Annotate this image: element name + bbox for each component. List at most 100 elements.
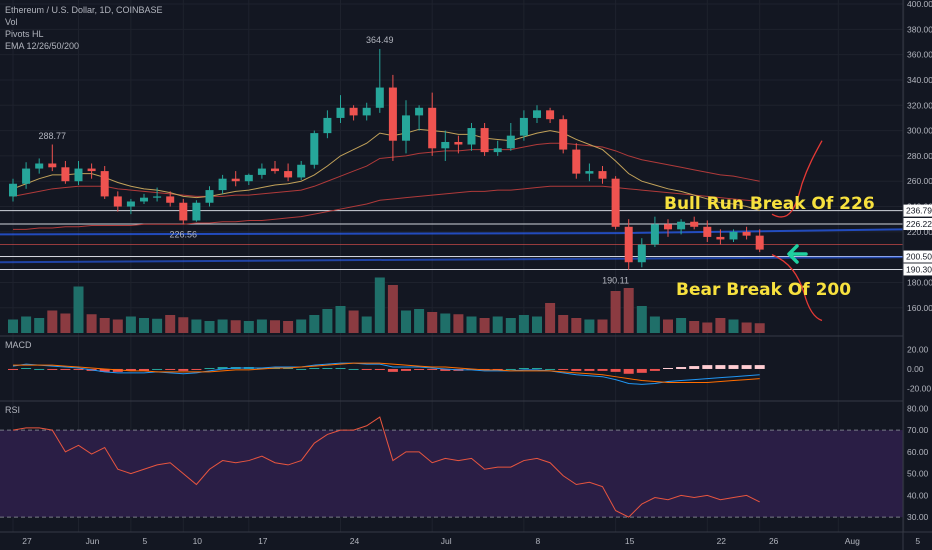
rsi-band: [0, 430, 903, 518]
macd-hist-bar-44: [584, 368, 595, 371]
macd-hist-bar-1: [21, 368, 32, 369]
volume-bar-51: [676, 318, 687, 333]
candle-body-0: [9, 183, 17, 197]
time-tick-3: 10: [193, 536, 203, 546]
macd-hist-bar-40: [532, 368, 542, 369]
macd-pane: [8, 362, 765, 385]
price-tick-2: 360.00: [907, 50, 932, 60]
volume-bar-35: [466, 316, 477, 333]
bull-annotation: Bull Run Break Of 226: [664, 194, 875, 214]
volume-bar-1: [21, 316, 32, 333]
rsi-label: RSI: [5, 405, 20, 415]
volume-bar-54: [715, 318, 726, 333]
volume-bar-26: [348, 310, 359, 333]
volume-bar-17: [230, 320, 241, 333]
candle-body-32: [428, 107, 437, 149]
macd-signal-line: [13, 362, 760, 383]
chart-title: Ethereum / U.S. Dollar, 1D, COINBASE: [5, 5, 163, 15]
macd-hist-bar-2: [34, 368, 45, 370]
price-tag-2: 200.50: [906, 252, 932, 262]
candle-body-28: [375, 87, 384, 108]
volume-bar-56: [741, 322, 752, 333]
macd-hist-bar-32: [427, 368, 438, 370]
candle-body-12: [166, 196, 175, 203]
volume-bar-6: [86, 314, 97, 333]
time-tick-1: Jun: [86, 536, 100, 546]
volume-bar-24: [322, 309, 333, 333]
volume-bar-27: [361, 316, 372, 333]
price-tag-3: 190.30: [906, 264, 932, 274]
volume-bar-55: [728, 319, 739, 333]
macd-hist-bar-55: [728, 365, 739, 369]
volume-bar-5: [73, 286, 84, 333]
pivot-label-0: 288.77: [39, 131, 67, 141]
macd-hist-bar-48: [636, 368, 647, 373]
macd-hist-bar-22: [296, 368, 307, 370]
time-axis[interactable]: 27 Jun 5 10 17 24 Jul 8 15 22 26 Aug 5: [0, 531, 932, 546]
time-tick-6: Jul: [441, 536, 452, 546]
macd-hist-bar-47: [623, 368, 634, 374]
macd-hist-bar-39: [518, 368, 529, 369]
pivot-label-3: 190.11: [602, 276, 629, 286]
volume-bar-31: [414, 309, 425, 333]
rsi-tick-1: 70.00: [907, 425, 929, 435]
volume-bar-42: [558, 315, 569, 333]
macd-hist-bar-24: [322, 368, 333, 369]
indicator-vol: Vol: [5, 17, 18, 27]
candle-body-14: [192, 202, 201, 221]
ema-200-line: [13, 185, 760, 230]
candle-body-37: [493, 148, 502, 153]
macd-hist-bar-28: [374, 368, 385, 370]
macd-hist-bar-46: [610, 368, 621, 372]
price-tick-11: 180.00: [907, 277, 932, 287]
pivot-label-2: 364.49: [366, 35, 394, 45]
candle-body-39: [519, 117, 528, 136]
candle-body-15: [205, 190, 214, 203]
projection-down-path: [771, 254, 823, 322]
candle-body-38: [506, 135, 515, 149]
candle-body-23: [310, 133, 319, 165]
volume-bar-28: [374, 277, 385, 333]
ema-lines: [12, 128, 760, 230]
volume-bar-21: [283, 321, 294, 333]
candle-body-11: [153, 196, 162, 198]
volume-bar-43: [571, 318, 582, 333]
candle-body-33: [441, 141, 450, 149]
macd-hist-bar-9: [125, 368, 136, 371]
rsi-tick-2: 60.00: [907, 447, 929, 457]
candle-body-50: [664, 224, 672, 230]
candle-body-56: [742, 231, 751, 236]
macd-hist-bar-16: [217, 367, 228, 369]
macd-hist-bar-57: [754, 365, 765, 369]
volume-bar-45: [597, 319, 608, 333]
support-line-upper: [0, 228, 904, 236]
volume-bar-11: [152, 318, 163, 333]
macd-hist-bar-56: [741, 365, 752, 369]
rsi-tick-4: 40.00: [907, 490, 929, 500]
candle-body-55: [729, 231, 738, 240]
volume-bar-50: [663, 319, 673, 333]
volume-bar-8: [112, 319, 123, 333]
volume-bar-12: [165, 315, 176, 333]
time-tick-10: 26: [769, 536, 779, 546]
candle-body-57: [755, 235, 764, 250]
price-tag-box-2: [903, 250, 932, 263]
time-tick-8: 15: [625, 536, 635, 546]
price-axis[interactable]: 400.00 380.00 360.00 340.00 320.00 300.00 280.…: [903, 0, 932, 522]
volume-bar-0: [8, 319, 18, 333]
candle-body-49: [650, 224, 659, 245]
volume-bar-15: [204, 321, 215, 333]
indicator-ema: EMA 12/26/50/200: [5, 41, 79, 51]
volume-bar-38: [505, 318, 516, 333]
volume-bar-22: [296, 319, 307, 333]
volume-bar-13: [178, 317, 189, 333]
volume-bar-53: [702, 322, 713, 333]
time-tick-11: Aug: [845, 536, 860, 546]
candle-body-30: [402, 115, 410, 141]
candle-body-35: [467, 128, 476, 145]
price-tick-4: 320.00: [907, 100, 932, 110]
macd-hist-bar-11: [152, 368, 163, 370]
candle-body-2: [35, 163, 44, 169]
macd-hist-bar-26: [348, 368, 359, 370]
